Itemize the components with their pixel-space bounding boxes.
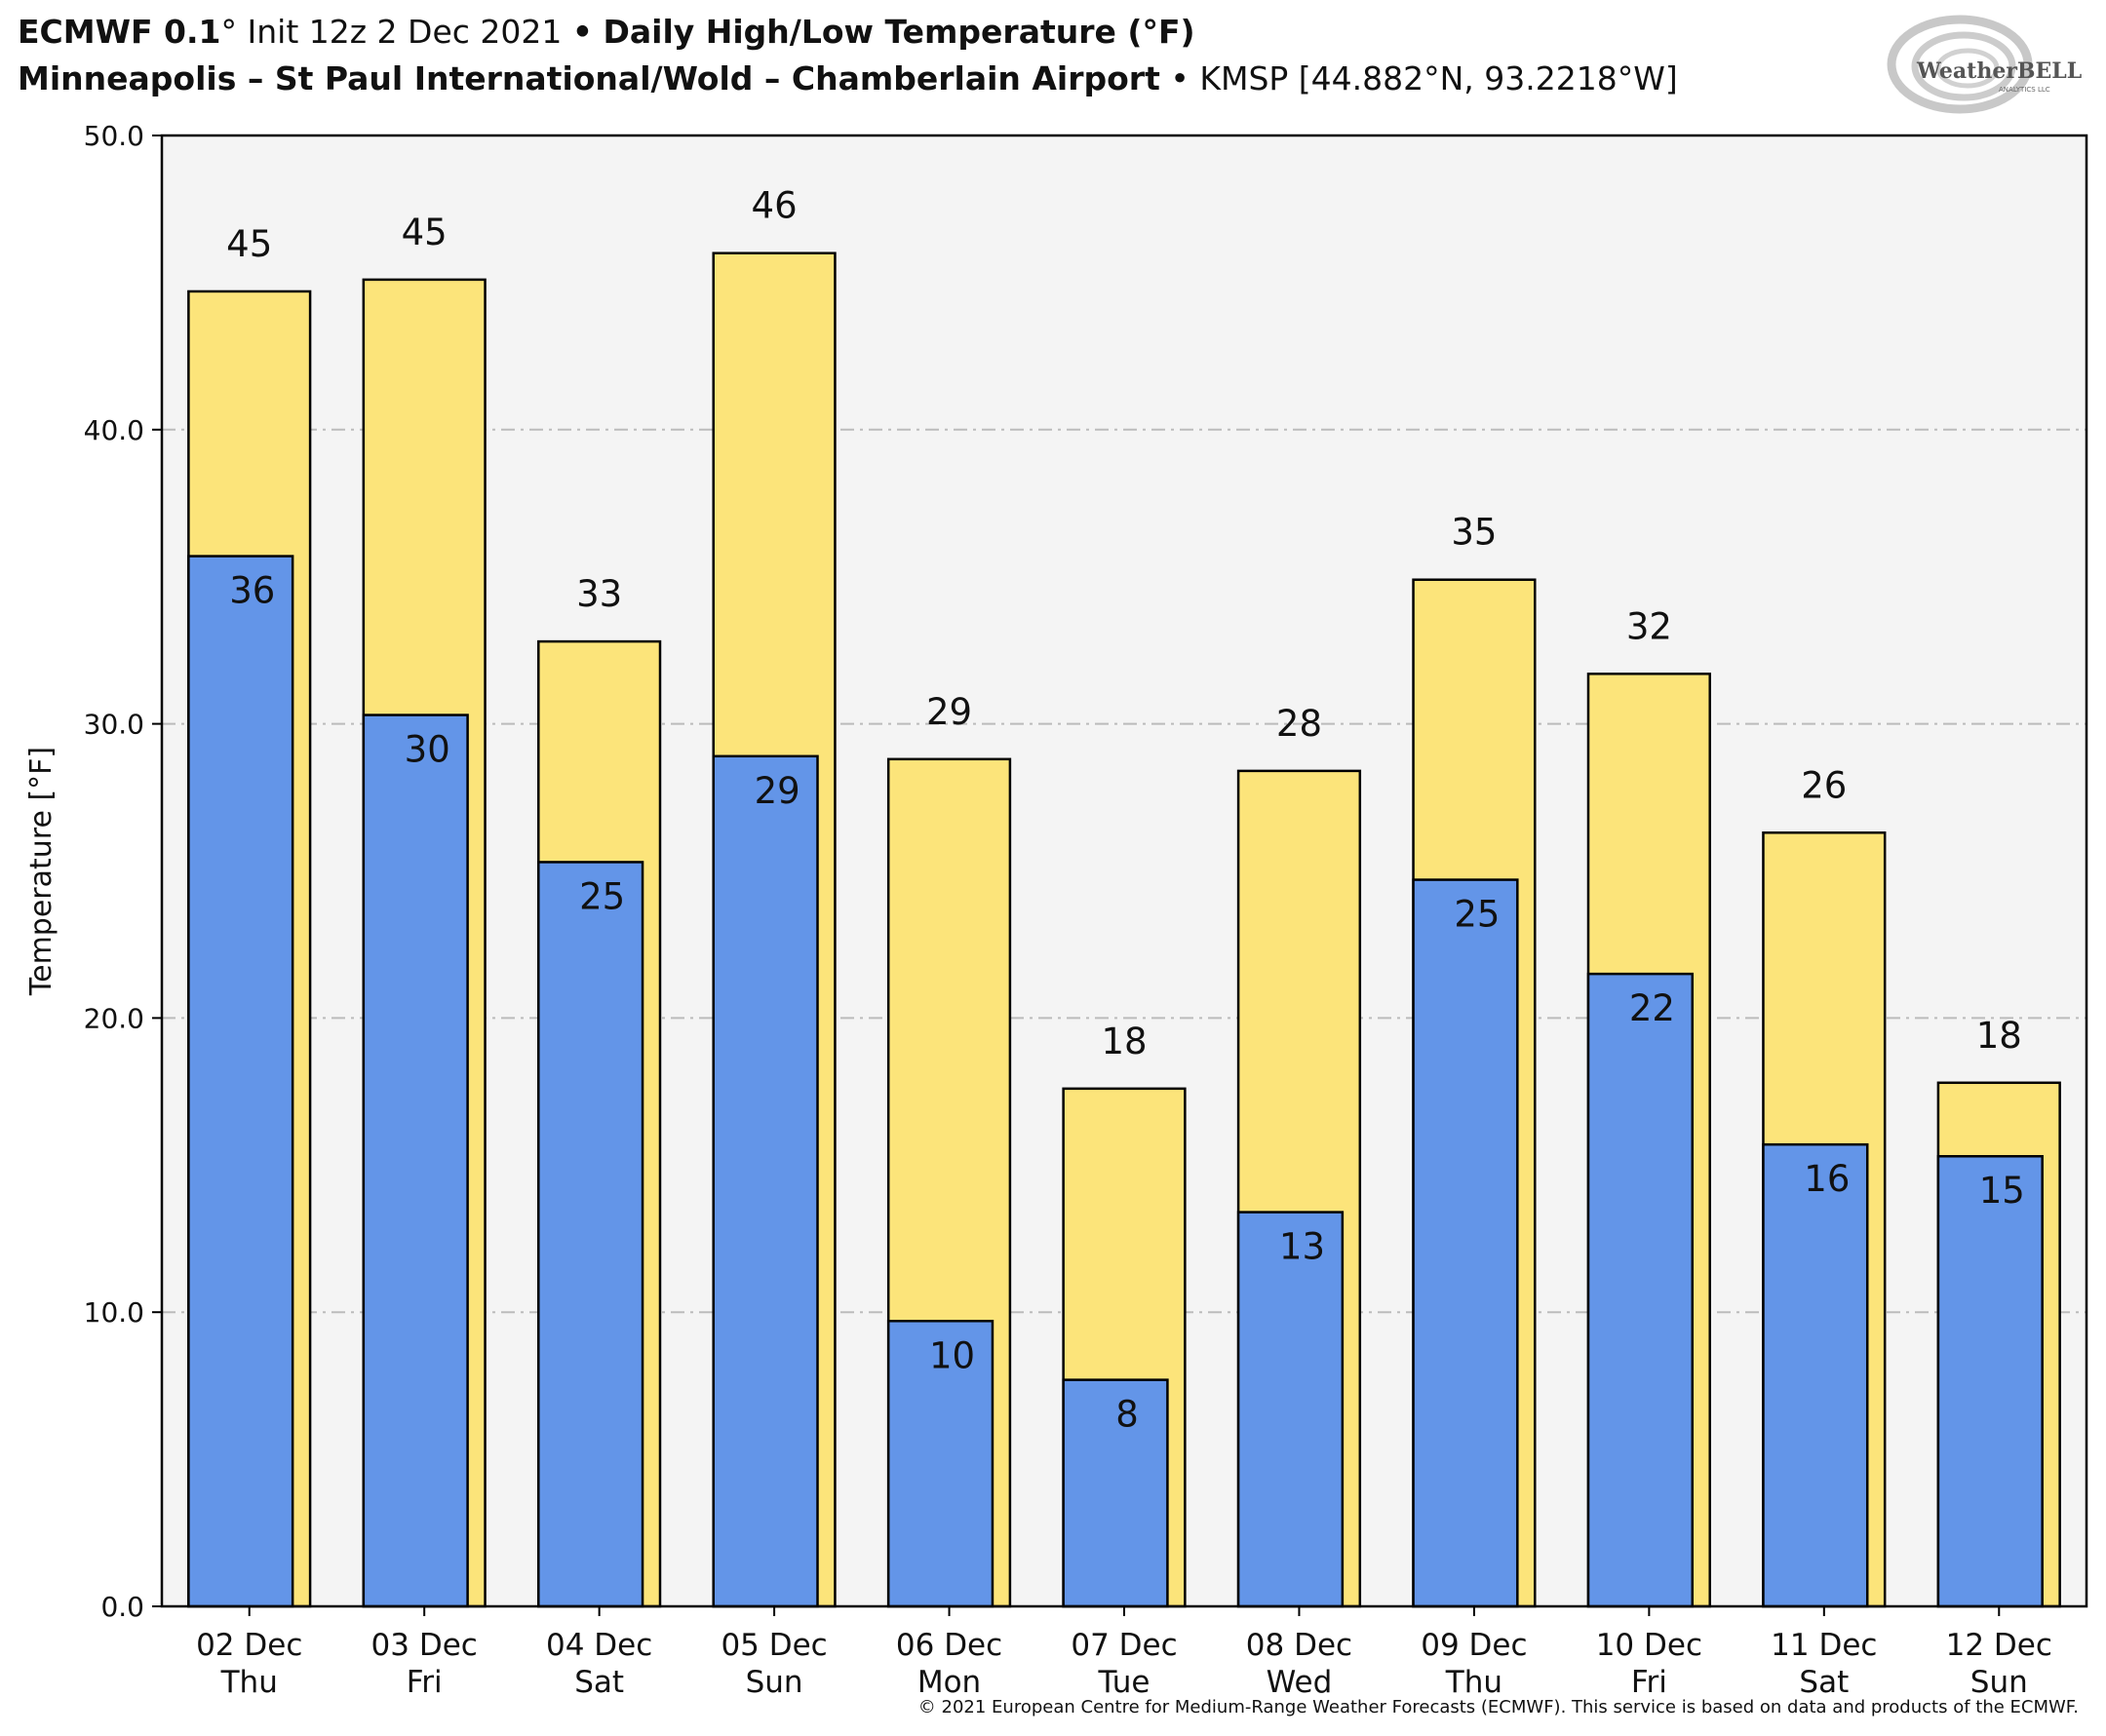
header-line-2: Minneapolis – St Paul International/Wold… xyxy=(18,57,1870,101)
x-tick-label-date: 11 Dec xyxy=(1771,1628,1877,1663)
y-tick-label: 0.0 xyxy=(100,1591,144,1623)
high-value-label: 29 xyxy=(926,691,972,733)
high-value-label: 28 xyxy=(1276,703,1322,745)
high-value-label: 45 xyxy=(226,223,272,265)
x-tick-label-day: Fri xyxy=(1631,1665,1667,1700)
low-bar xyxy=(1236,1211,1345,1608)
x-tick-label-day: Sun xyxy=(746,1665,803,1700)
low-value-label: 8 xyxy=(1115,1394,1139,1436)
copyright-footer: © 2021 European Centre for Medium-Range … xyxy=(917,1697,2079,1717)
x-tick-label-date: 05 Dec xyxy=(721,1628,827,1663)
high-value-label: 46 xyxy=(752,185,798,227)
low-bar xyxy=(1936,1154,2044,1608)
high-value-label: 18 xyxy=(1976,1015,2022,1057)
x-tick-label-day: Fri xyxy=(407,1665,443,1700)
y-tick-label: 40.0 xyxy=(84,414,144,446)
high-value-label: 32 xyxy=(1626,605,1672,647)
init-time: Init 12z 2 Dec 2021 xyxy=(247,13,563,51)
low-bar xyxy=(1062,1378,1169,1608)
high-value-label: 18 xyxy=(1101,1021,1147,1062)
low-bar xyxy=(362,714,469,1608)
x-tick-label-day: Thu xyxy=(1445,1665,1502,1700)
high-value-label: 26 xyxy=(1801,764,1847,806)
degree-mark: ° xyxy=(220,13,238,51)
low-bar xyxy=(187,555,294,1608)
x-tick-label-date: 10 Dec xyxy=(1596,1628,1702,1663)
low-value-label: 10 xyxy=(929,1334,975,1376)
low-bar xyxy=(1586,972,1695,1608)
low-value-label: 16 xyxy=(1804,1158,1850,1200)
x-tick-label-date: 07 Dec xyxy=(1071,1628,1177,1663)
low-value-label: 22 xyxy=(1629,987,1675,1029)
high-value-label: 33 xyxy=(576,573,622,615)
x-tick-label-day: Sun xyxy=(1970,1665,2028,1700)
y-tick-label: 30.0 xyxy=(84,709,144,741)
x-tick-label-date: 04 Dec xyxy=(546,1628,652,1663)
logo-text: WeatherBELL xyxy=(1916,58,2082,84)
bullet-separator-2: • xyxy=(1170,59,1190,97)
x-tick-label-date: 02 Dec xyxy=(196,1628,302,1663)
y-tick-label: 50.0 xyxy=(84,120,144,152)
x-tick-label-day: Tue xyxy=(1098,1665,1150,1700)
low-value-label: 25 xyxy=(1454,894,1500,936)
low-value-label: 25 xyxy=(579,875,625,917)
x-tick-label-date: 12 Dec xyxy=(1946,1628,2052,1663)
low-bar xyxy=(1762,1142,1869,1608)
x-tick-label-day: Wed xyxy=(1267,1665,1333,1700)
x-tick-label-day: Mon xyxy=(917,1665,981,1700)
chart-header: ECMWF 0.1° Init 12z 2 Dec 2021 • Daily H… xyxy=(18,10,1870,101)
low-value-label: 15 xyxy=(1979,1170,2025,1212)
plot-frame xyxy=(160,134,2088,1608)
low-value-label: 13 xyxy=(1279,1226,1325,1268)
y-tick-label: 20.0 xyxy=(84,1002,144,1034)
model-name: ECMWF 0.1 xyxy=(18,13,221,51)
low-bar xyxy=(537,861,644,1608)
station-name: Minneapolis – St Paul International/Wold… xyxy=(18,59,1160,97)
x-tick-label-date: 09 Dec xyxy=(1421,1628,1527,1663)
product-title: Daily High/Low Temperature (°F) xyxy=(603,13,1195,51)
high-value-label: 35 xyxy=(1451,512,1497,554)
low-value-label: 29 xyxy=(755,770,800,812)
weatherbell-logo: WeatherBELL ANALYTICS LLC xyxy=(1887,15,2082,114)
bullet-separator: • xyxy=(571,13,593,51)
low-bar xyxy=(1412,878,1519,1608)
low-bar xyxy=(886,1320,994,1608)
x-tick-label-day: Thu xyxy=(220,1665,278,1700)
header-line-1: ECMWF 0.1° Init 12z 2 Dec 2021 • Daily H… xyxy=(18,10,1870,55)
x-tick-label-date: 08 Dec xyxy=(1246,1628,1352,1663)
low-value-label: 36 xyxy=(229,570,275,612)
x-tick-label-date: 03 Dec xyxy=(371,1628,478,1663)
logo-subtext: ANALYTICS LLC xyxy=(1999,86,2050,94)
y-axis-title: Temperature [°F] xyxy=(24,747,58,996)
station-info: KMSP [44.882°N, 93.2218°W] xyxy=(1199,59,1678,97)
high-value-label: 45 xyxy=(402,212,448,253)
x-tick-label-day: Sat xyxy=(574,1665,624,1700)
low-bar xyxy=(712,754,819,1608)
low-value-label: 30 xyxy=(405,729,450,771)
swirl-icon xyxy=(1887,15,2033,114)
y-tick-label: 10.0 xyxy=(84,1296,144,1329)
x-tick-label-date: 06 Dec xyxy=(896,1628,1002,1663)
x-tick-label-day: Sat xyxy=(1799,1665,1849,1700)
